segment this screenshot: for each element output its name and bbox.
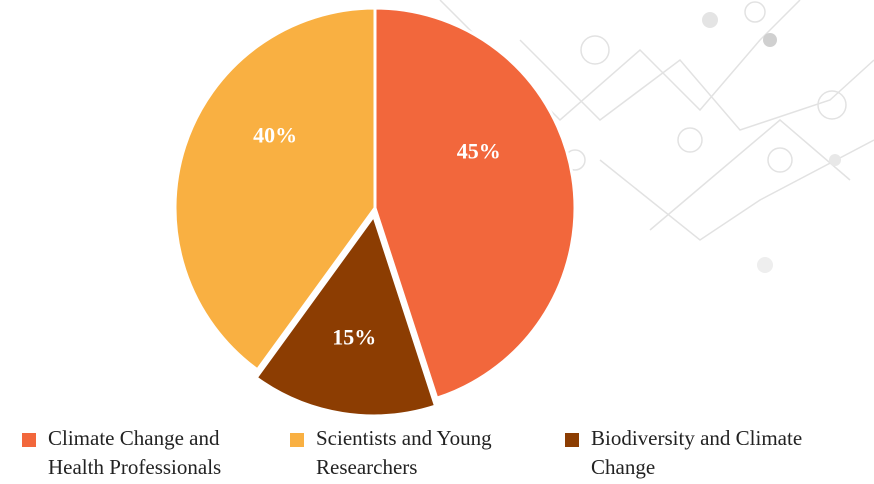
legend: Climate Change and Health Professionals S…	[0, 424, 874, 484]
value-label: 15%	[332, 324, 376, 349]
legend-swatch	[565, 433, 579, 447]
legend-label: Scientists and Young Researchers	[316, 424, 530, 482]
page: {"chart_data": {"type": "pie", "categori…	[0, 0, 874, 484]
legend-item: Biodiversity and Climate Change	[565, 424, 855, 482]
legend-item: Climate Change and Health Professionals	[22, 424, 272, 482]
chart: 45% 15% 40%	[0, 0, 874, 484]
legend-swatch	[290, 433, 304, 447]
legend-swatch	[22, 433, 36, 447]
value-label: 45%	[457, 139, 501, 164]
legend-item: Scientists and Young Researchers	[290, 424, 530, 482]
legend-label: Climate Change and Health Professionals	[48, 424, 272, 482]
value-label: 40%	[253, 123, 297, 148]
pie: 45% 15% 40%	[175, 8, 575, 416]
legend-label: Biodiversity and Climate Change	[591, 424, 855, 482]
